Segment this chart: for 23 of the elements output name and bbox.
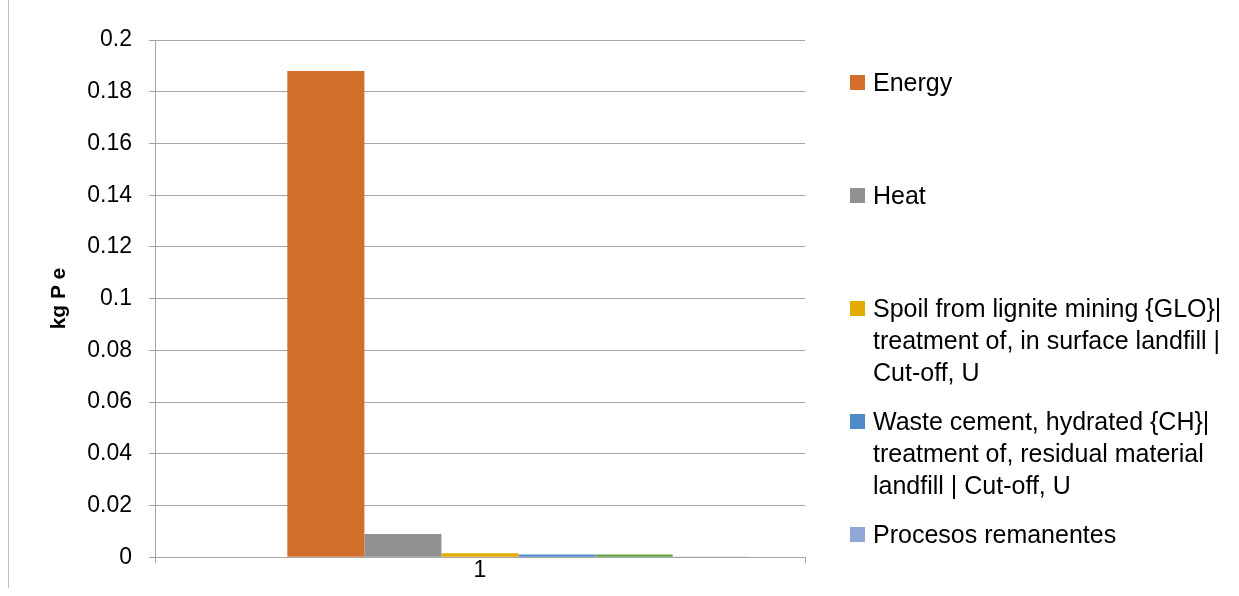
y-tick-label: 0.02	[87, 490, 132, 517]
legend-label: Procesos remanentes	[873, 519, 1117, 550]
y-tick-label: 0.08	[87, 335, 132, 362]
y-tick-label: 0.16	[87, 128, 132, 155]
x-tick-label: 1	[473, 556, 487, 583]
legend-label: Energy	[873, 67, 953, 98]
y-tick-label: 0.1	[100, 283, 132, 310]
y-tick-label: 0.2	[100, 25, 132, 52]
legend-label: Heat	[873, 180, 926, 211]
y-tick-label: 0	[119, 542, 132, 569]
y-tick-label: 0.18	[87, 77, 132, 104]
bar	[287, 71, 365, 557]
bar	[518, 554, 596, 557]
bar	[595, 554, 673, 557]
y-axis-title: kg P e	[46, 267, 70, 330]
y-tick-label: 0.06	[87, 387, 132, 414]
legend-label: Waste cement, hydrated {CH}| treatment of, residual material landfill | Cut-off, U	[873, 406, 1211, 501]
legend-label: Spoil from lignite mining {GLO}| treatment of, in surface landfill | Cut-off, U	[873, 293, 1223, 388]
bar	[441, 553, 519, 557]
y-tick-label: 0.12	[87, 232, 132, 259]
y-tick-label: 0.04	[87, 439, 133, 466]
y-tick-label: 0.14	[87, 180, 133, 207]
bar	[364, 533, 442, 557]
